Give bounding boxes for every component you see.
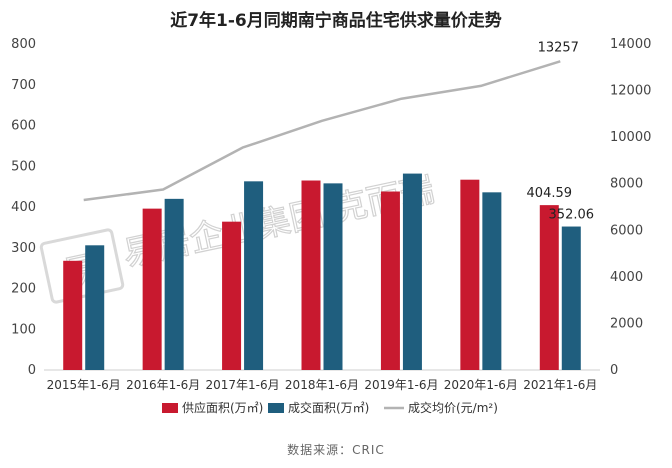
y-left-tick-label: 400: [11, 200, 36, 215]
transaction-bar: [85, 245, 105, 370]
data-label: 404.59: [527, 186, 573, 201]
legend-supply-swatch: [162, 403, 178, 413]
legend-price-label: 成交均价(元/m²): [408, 400, 498, 415]
transaction-bar: [323, 183, 343, 370]
y-right-tick-label: 0: [610, 363, 618, 378]
y-right-tick-label: 14000: [610, 37, 651, 52]
x-tick-label: 2017年1-6月: [206, 378, 280, 392]
transaction-bar: [244, 181, 264, 370]
source-note: 数据来源：CRIC: [287, 443, 385, 457]
data-label: 352.06: [549, 208, 595, 223]
y-right-tick-label: 12000: [610, 84, 651, 99]
y-left-tick-label: 600: [11, 119, 36, 134]
y-left-tick-label: 500: [11, 159, 36, 174]
x-tick-label: 2020年1-6月: [444, 378, 518, 392]
y-right-tick-label: 10000: [610, 130, 651, 145]
legend-supply-label: 供应面积(万㎡): [182, 400, 263, 415]
y-left-tick-label: 700: [11, 78, 36, 93]
supply-bar: [142, 208, 162, 370]
transaction-bar: [164, 198, 184, 370]
transaction-bar: [482, 192, 502, 370]
x-tick-label: 2015年1-6月: [47, 378, 121, 392]
supply-bar: [301, 180, 321, 370]
y-left-tick-label: 300: [11, 241, 36, 256]
y-right-tick-label: 2000: [610, 316, 643, 331]
data-label: 13257: [538, 40, 579, 55]
y-left-tick-label: 100: [11, 322, 36, 337]
y-left-tick-label: 200: [11, 282, 36, 297]
supply-bar: [380, 191, 400, 370]
supply-bar: [222, 221, 242, 370]
legend: 供应面积(万㎡) 成交面积(万㎡) 成交均价(元/m²): [162, 400, 498, 415]
y-left-tick-label: 800: [11, 37, 36, 52]
y-left-tick-label: 0: [28, 363, 36, 378]
x-tick-label: 2021年1-6月: [523, 378, 597, 392]
supply-bar: [63, 260, 83, 370]
supply-bar: [460, 179, 480, 370]
legend-transaction-swatch: [268, 403, 284, 413]
y-right-tick-label: 4000: [610, 270, 643, 285]
y-right-tick-label: 8000: [610, 177, 643, 192]
supply-bar: [539, 205, 559, 370]
price-line: [83, 60, 561, 202]
transaction-bar: [402, 173, 422, 370]
x-tick-label: 2019年1-6月: [364, 378, 438, 392]
transaction-bar: [561, 226, 581, 370]
chart-title: 近7年1-6月同期南宁商品住宅供求量价走势: [170, 11, 502, 31]
x-tick-label: 2018年1-6月: [285, 378, 359, 392]
legend-transaction-label: 成交面积(万㎡): [288, 400, 369, 415]
y-right-tick-label: 6000: [610, 223, 643, 238]
x-tick-label: 2016年1-6月: [126, 378, 200, 392]
